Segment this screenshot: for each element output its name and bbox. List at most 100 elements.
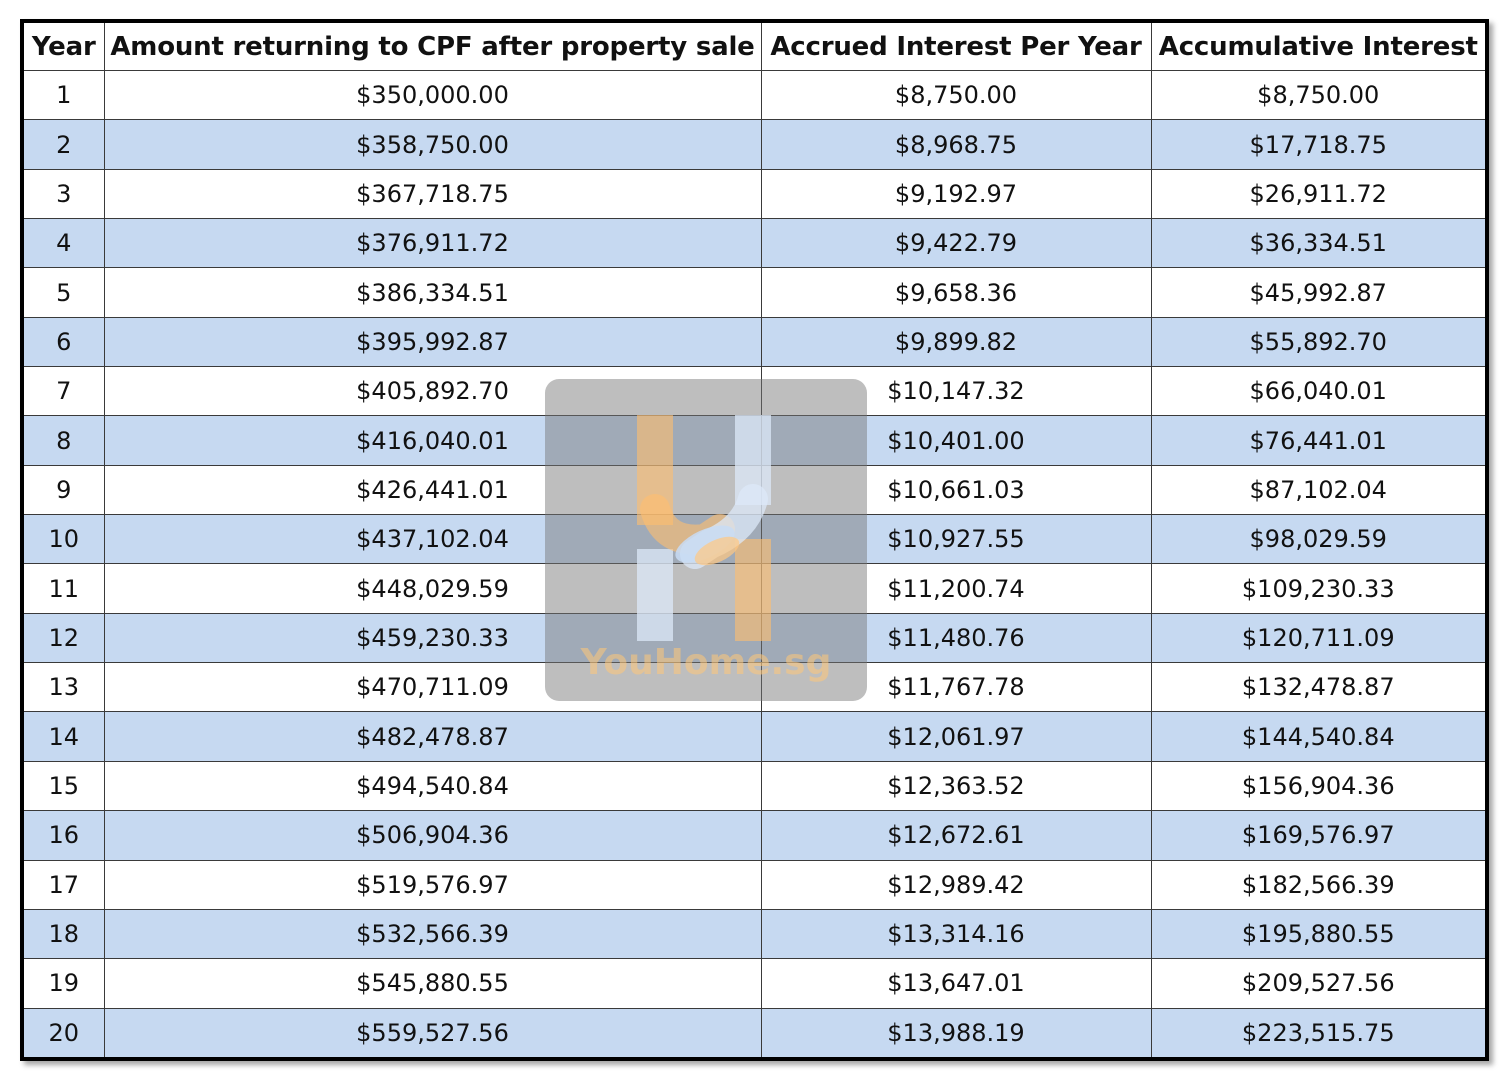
header-accumulative-interest: Accumulative Interest bbox=[1150, 23, 1485, 71]
cell-amount-returning: $367,718.75 bbox=[103, 168, 762, 220]
cell-accrued-interest: $9,899.82 bbox=[760, 316, 1152, 368]
table-row: 19 $545,880.55 $13,647.01 $209,527.56 bbox=[24, 958, 1485, 1009]
cell-amount-returning: $395,992.87 bbox=[103, 316, 762, 368]
table-row: 7 $405,892.70 $10,147.32 $66,040.01 bbox=[24, 366, 1485, 417]
cell-year: 8 bbox=[24, 415, 105, 466]
cell-accumulative-interest: $169,576.97 bbox=[1150, 810, 1485, 861]
cell-accrued-interest: $9,658.36 bbox=[760, 267, 1152, 318]
cell-year: 14 bbox=[24, 711, 105, 762]
cell-year: 17 bbox=[24, 859, 105, 910]
table-row: 9 $426,441.01 $10,661.03 $87,102.04 bbox=[24, 464, 1485, 516]
cell-accumulative-interest: $45,992.87 bbox=[1150, 267, 1485, 318]
cell-accrued-interest: $12,363.52 bbox=[760, 760, 1152, 812]
cell-amount-returning: $426,441.01 bbox=[103, 464, 762, 516]
cell-accrued-interest: $10,661.03 bbox=[760, 464, 1152, 516]
table-row: 12 $459,230.33 $11,480.76 $120,711.09 bbox=[24, 612, 1485, 664]
table-row: 16 $506,904.36 $12,672.61 $169,576.97 bbox=[24, 810, 1485, 861]
cell-year: 4 bbox=[24, 218, 105, 269]
table-row: 5 $386,334.51 $9,658.36 $45,992.87 bbox=[24, 267, 1485, 318]
cell-accumulative-interest: $26,911.72 bbox=[1150, 168, 1485, 220]
cell-accrued-interest: $12,672.61 bbox=[760, 810, 1152, 861]
table-row: 3 $367,718.75 $9,192.97 $26,911.72 bbox=[24, 168, 1485, 220]
cell-accrued-interest: $10,927.55 bbox=[760, 514, 1152, 565]
cell-year: 1 bbox=[24, 69, 105, 121]
cell-accrued-interest: $9,192.97 bbox=[760, 168, 1152, 220]
cell-accrued-interest: $8,968.75 bbox=[760, 119, 1152, 170]
cell-amount-returning: $532,566.39 bbox=[103, 908, 762, 960]
cell-year: 7 bbox=[24, 366, 105, 417]
cell-year: 15 bbox=[24, 760, 105, 812]
cell-accumulative-interest: $209,527.56 bbox=[1150, 958, 1485, 1009]
cell-amount-returning: $459,230.33 bbox=[103, 612, 762, 664]
cell-accumulative-interest: $66,040.01 bbox=[1150, 366, 1485, 417]
cell-accrued-interest: $13,647.01 bbox=[760, 958, 1152, 1009]
cell-accrued-interest: $12,989.42 bbox=[760, 859, 1152, 910]
cell-year: 3 bbox=[24, 168, 105, 220]
table-row: 11 $448,029.59 $11,200.74 $109,230.33 bbox=[24, 563, 1485, 614]
table-row: 20 $559,527.56 $13,988.19 $223,515.75 bbox=[24, 1007, 1485, 1057]
cell-amount-returning: $448,029.59 bbox=[103, 563, 762, 614]
cell-accrued-interest: $11,480.76 bbox=[760, 612, 1152, 664]
cell-year: 18 bbox=[24, 908, 105, 960]
cell-year: 5 bbox=[24, 267, 105, 318]
cell-amount-returning: $376,911.72 bbox=[103, 218, 762, 269]
header-year: Year bbox=[24, 23, 105, 71]
cell-accrued-interest: $9,422.79 bbox=[760, 218, 1152, 269]
cell-accumulative-interest: $17,718.75 bbox=[1150, 119, 1485, 170]
cell-accumulative-interest: $120,711.09 bbox=[1150, 612, 1485, 664]
cell-accrued-interest: $8,750.00 bbox=[760, 69, 1152, 121]
table-row: 18 $532,566.39 $13,314.16 $195,880.55 bbox=[24, 908, 1485, 960]
cell-year: 20 bbox=[24, 1007, 105, 1057]
cell-year: 11 bbox=[24, 563, 105, 614]
cell-accrued-interest: $10,147.32 bbox=[760, 366, 1152, 417]
cell-accumulative-interest: $36,334.51 bbox=[1150, 218, 1485, 269]
cell-amount-returning: $559,527.56 bbox=[103, 1007, 762, 1057]
table-row: 8 $416,040.01 $10,401.00 $76,441.01 bbox=[24, 415, 1485, 466]
table-row: 14 $482,478.87 $12,061.97 $144,540.84 bbox=[24, 711, 1485, 762]
table-row: 1 $350,000.00 $8,750.00 $8,750.00 bbox=[24, 69, 1485, 121]
table-frame: Year Amount returning to CPF after prope… bbox=[20, 19, 1489, 1061]
table-row: 2 $358,750.00 $8,968.75 $17,718.75 bbox=[24, 119, 1485, 170]
cell-year: 2 bbox=[24, 119, 105, 170]
cell-amount-returning: $350,000.00 bbox=[103, 69, 762, 121]
table-row: 15 $494,540.84 $12,363.52 $156,904.36 bbox=[24, 760, 1485, 812]
cell-accumulative-interest: $98,029.59 bbox=[1150, 514, 1485, 565]
cell-amount-returning: $519,576.97 bbox=[103, 859, 762, 910]
table-row: 10 $437,102.04 $10,927.55 $98,029.59 bbox=[24, 514, 1485, 565]
header-accrued-interest: Accrued Interest Per Year bbox=[760, 23, 1152, 71]
table-row: 17 $519,576.97 $12,989.42 $182,566.39 bbox=[24, 859, 1485, 910]
table-row: 4 $376,911.72 $9,422.79 $36,334.51 bbox=[24, 218, 1485, 269]
cell-amount-returning: $386,334.51 bbox=[103, 267, 762, 318]
table-body: 1 $350,000.00 $8,750.00 $8,750.00 2 $358,750.… bbox=[24, 69, 1485, 1057]
cell-accumulative-interest: $55,892.70 bbox=[1150, 316, 1485, 368]
cell-accumulative-interest: $144,540.84 bbox=[1150, 711, 1485, 762]
cell-amount-returning: $437,102.04 bbox=[103, 514, 762, 565]
table-header-row: Year Amount returning to CPF after prope… bbox=[24, 23, 1485, 71]
cell-amount-returning: $545,880.55 bbox=[103, 958, 762, 1009]
cell-amount-returning: $470,711.09 bbox=[103, 662, 762, 713]
header-amount-returning: Amount returning to CPF after property s… bbox=[103, 23, 762, 71]
cell-accrued-interest: $13,988.19 bbox=[760, 1007, 1152, 1057]
cell-year: 12 bbox=[24, 612, 105, 664]
cell-year: 10 bbox=[24, 514, 105, 565]
cell-amount-returning: $482,478.87 bbox=[103, 711, 762, 762]
cell-amount-returning: $494,540.84 bbox=[103, 760, 762, 812]
table-row: 13 $470,711.09 $11,767.78 $132,478.87 bbox=[24, 662, 1485, 713]
cell-accrued-interest: $13,314.16 bbox=[760, 908, 1152, 960]
cell-year: 13 bbox=[24, 662, 105, 713]
cell-accumulative-interest: $195,880.55 bbox=[1150, 908, 1485, 960]
cell-year: 9 bbox=[24, 464, 105, 516]
cell-accumulative-interest: $223,515.75 bbox=[1150, 1007, 1485, 1057]
cell-accumulative-interest: $132,478.87 bbox=[1150, 662, 1485, 713]
cell-accrued-interest: $11,200.74 bbox=[760, 563, 1152, 614]
cell-amount-returning: $405,892.70 bbox=[103, 366, 762, 417]
cell-accrued-interest: $12,061.97 bbox=[760, 711, 1152, 762]
cell-accumulative-interest: $156,904.36 bbox=[1150, 760, 1485, 812]
cell-accumulative-interest: $76,441.01 bbox=[1150, 415, 1485, 466]
cell-amount-returning: $506,904.36 bbox=[103, 810, 762, 861]
cell-accumulative-interest: $8,750.00 bbox=[1150, 69, 1485, 121]
cell-accrued-interest: $11,767.78 bbox=[760, 662, 1152, 713]
cell-accumulative-interest: $109,230.33 bbox=[1150, 563, 1485, 614]
cell-amount-returning: $358,750.00 bbox=[103, 119, 762, 170]
table-row: 6 $395,992.87 $9,899.82 $55,892.70 bbox=[24, 316, 1485, 368]
